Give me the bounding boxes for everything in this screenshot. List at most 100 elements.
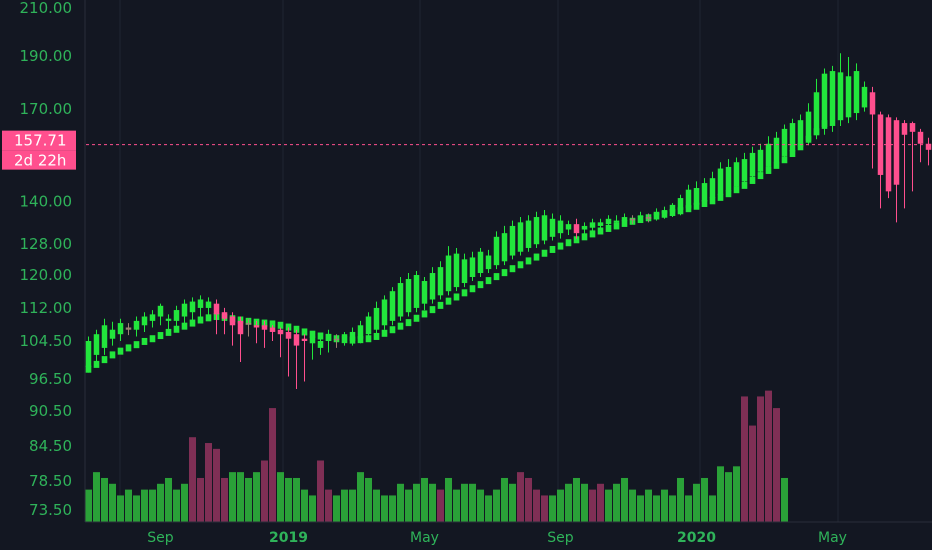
candle-body (853, 71, 860, 114)
moving-average-point (101, 356, 108, 364)
candle-body (493, 236, 500, 266)
moving-average-point (549, 245, 556, 253)
volume-bar (557, 489, 564, 522)
volume-bar (229, 472, 236, 522)
candle-body (413, 275, 420, 308)
candle-body (557, 220, 564, 234)
candle-body (325, 334, 332, 341)
moving-average-point (125, 344, 132, 352)
volume-bar (525, 477, 532, 522)
moving-average-point (141, 337, 148, 345)
price-tick-label: 170.00 (20, 100, 73, 118)
candle-body (741, 159, 748, 182)
price-tick-label: 104.50 (20, 332, 73, 350)
volume-bar (301, 489, 308, 522)
volume-bar (221, 477, 228, 522)
candle-body (405, 279, 412, 313)
candle-body (173, 310, 180, 321)
moving-average-point (589, 230, 596, 238)
volume-bar (733, 466, 740, 522)
candle-body (181, 303, 188, 317)
candle-body (229, 316, 236, 326)
moving-average-point (757, 172, 764, 180)
candle-body (669, 204, 676, 212)
moving-average-point (573, 236, 580, 244)
price-tick-label: 90.50 (29, 402, 72, 420)
volume-bar (581, 483, 588, 522)
candle-body (629, 218, 636, 221)
volume-bar (757, 396, 764, 522)
volume-bar (173, 489, 180, 522)
candle-body (813, 92, 820, 135)
bar-countdown-tag-bg (2, 150, 76, 170)
moving-average-point (189, 319, 196, 327)
volume-bar (717, 466, 724, 522)
moving-average-point (181, 322, 188, 330)
price-tick-label: 128.00 (20, 235, 73, 253)
candle-body (925, 143, 932, 150)
volume-bar (277, 472, 284, 522)
moving-average-point (373, 332, 380, 340)
candle-body (109, 329, 116, 339)
volume-bar (85, 489, 92, 522)
candle-body (861, 86, 868, 108)
candle-body (373, 307, 380, 330)
candle-body (197, 299, 204, 308)
time-tick-label: May (410, 530, 439, 546)
candle-body (189, 301, 196, 313)
candle-body (453, 253, 460, 288)
volume-bar (501, 477, 508, 522)
volume-bar (781, 477, 788, 522)
volume-bar (669, 495, 676, 522)
price-tick-label: 78.50 (29, 472, 72, 490)
moving-average-point (509, 265, 516, 273)
grid (119, 0, 839, 522)
candle-body (597, 222, 604, 226)
volume-bar (341, 489, 348, 522)
volume-bar (397, 483, 404, 522)
candle-body (581, 225, 588, 230)
volume-bar (477, 489, 484, 522)
candle-body (133, 320, 140, 330)
candle-body (541, 215, 548, 241)
candle-body (693, 188, 700, 205)
price-tick-label: 190.00 (20, 47, 73, 65)
volume-bar (381, 495, 388, 522)
moving-average-point (493, 273, 500, 281)
moving-average-point (525, 257, 532, 265)
candle-body (101, 325, 108, 348)
candle-body (677, 198, 684, 211)
candle-body (709, 178, 716, 199)
moving-average-point (533, 253, 540, 261)
candle-body (221, 312, 228, 319)
price-tick-label: 112.00 (20, 299, 73, 317)
volume-bar (693, 483, 700, 522)
time-axis[interactable]: Sep 2019 May Sep 2020 May (147, 530, 847, 546)
candle-body (213, 303, 220, 315)
candle-body (917, 131, 924, 144)
candle-body (533, 217, 540, 245)
moving-average-point (149, 335, 156, 343)
candle-body (277, 329, 284, 335)
volume-bar (709, 495, 716, 522)
volume-bar (493, 489, 500, 522)
candle-body (421, 281, 428, 304)
volume-bar (213, 448, 220, 522)
last-price-label: 157.71 (14, 132, 67, 150)
candle-body (117, 323, 124, 335)
candle-body (773, 137, 780, 163)
price-axis[interactable]: 210.00 190.00 170.00 140.00 128.00 120.00 112.… (20, 0, 73, 519)
candle-body (333, 338, 340, 341)
candle-body (821, 73, 828, 129)
volume-bar (429, 483, 436, 522)
candle-body (717, 168, 724, 195)
moving-average-point (405, 319, 412, 327)
moving-average-point (269, 320, 276, 328)
volume-bar (533, 489, 540, 522)
candle-body (573, 224, 580, 234)
volume-bar (453, 489, 460, 522)
volume-bar (677, 477, 684, 522)
price-tick-label: 120.00 (20, 266, 73, 284)
